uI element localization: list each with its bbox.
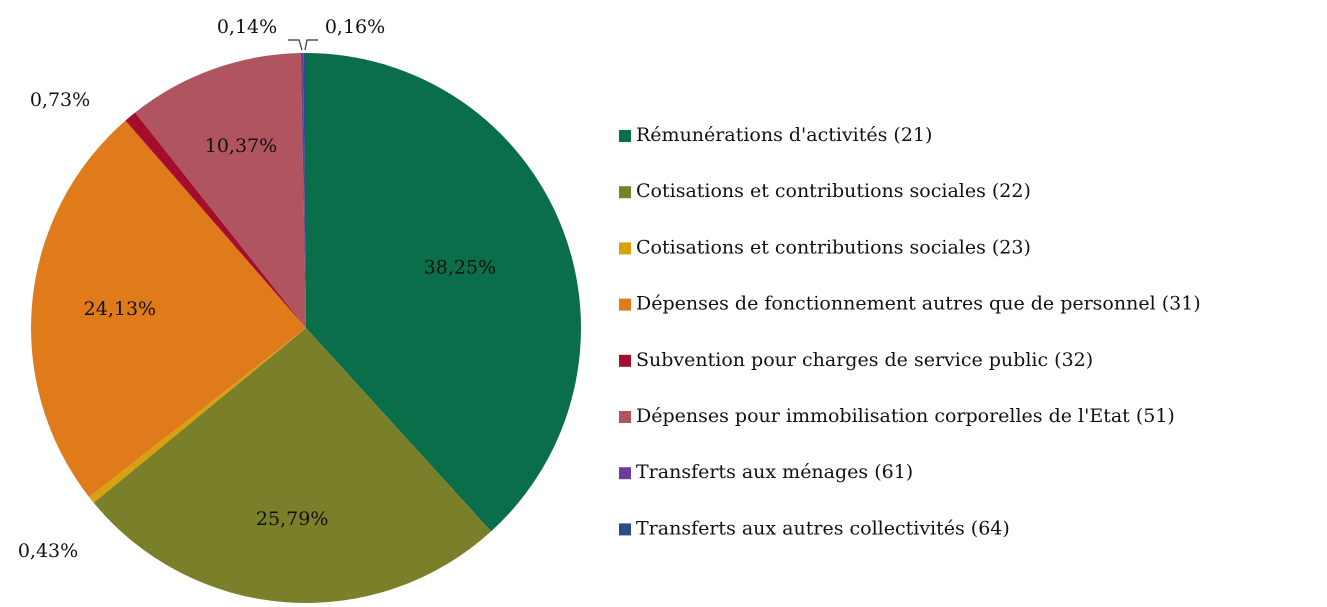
data-label: 24,13% — [84, 298, 156, 320]
legend-swatch — [619, 523, 631, 536]
legend-label: Subvention pour charges de service publi… — [636, 349, 1093, 371]
leader-line — [304, 39, 318, 51]
pie-slice — [306, 53, 582, 532]
data-label: 10,37% — [205, 135, 277, 157]
legend-label: Transferts aux autres collectivités (64) — [636, 517, 1010, 539]
data-label: 0,73% — [30, 89, 90, 111]
legend-swatch — [619, 467, 631, 480]
legend-swatch — [619, 411, 631, 423]
leader-line — [288, 39, 303, 51]
pie-slice — [30, 120, 307, 497]
legend-swatch — [619, 298, 631, 311]
data-label: 0,16% — [325, 16, 385, 38]
legend-label: Dépenses pour immobilisation corporelles… — [636, 405, 1175, 427]
legend-label: Transferts aux ménages (61) — [636, 461, 913, 483]
legend-label: Cotisations et contributions sociales (2… — [636, 236, 1031, 258]
data-label: 38,25% — [424, 256, 496, 278]
data-label: 0,43% — [18, 540, 78, 562]
legend-swatch — [619, 186, 631, 199]
legend-label: Dépenses de fonctionnement autres que de… — [636, 293, 1201, 315]
data-label: 25,79% — [256, 508, 328, 530]
pie-slice — [125, 112, 306, 328]
pie-slice — [89, 328, 306, 503]
legend-swatch — [619, 354, 631, 367]
legend-label: Rémunérations d'activités (21) — [636, 124, 932, 146]
pie-slice — [300, 53, 306, 329]
pie-slice — [93, 328, 492, 603]
legend-swatch — [619, 242, 631, 255]
legend-swatch — [619, 130, 631, 142]
data-label: 0,14% — [217, 16, 277, 38]
pie-slice — [135, 53, 306, 328]
pie-slice — [303, 53, 306, 328]
legend-label: Cotisations et contributions sociales (2… — [636, 180, 1031, 202]
